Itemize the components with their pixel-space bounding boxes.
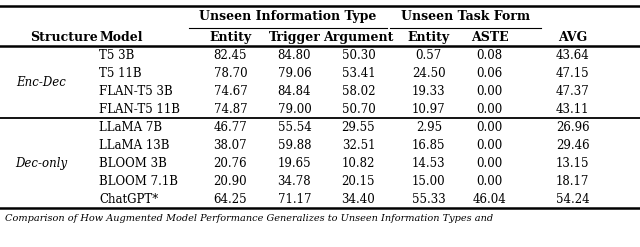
Text: 29.46: 29.46 [556, 139, 589, 152]
Text: T5 3B: T5 3B [99, 49, 134, 62]
Text: 20.15: 20.15 [342, 175, 375, 188]
Text: 54.24: 54.24 [556, 193, 589, 206]
Text: 47.15: 47.15 [556, 67, 589, 80]
Text: FLAN-T5 11B: FLAN-T5 11B [99, 103, 180, 116]
Text: 16.85: 16.85 [412, 139, 445, 152]
Text: AVG: AVG [558, 31, 588, 44]
Text: 29.55: 29.55 [342, 121, 375, 134]
Text: 18.17: 18.17 [556, 175, 589, 188]
Text: 46.77: 46.77 [214, 121, 247, 134]
Text: ChatGPT*: ChatGPT* [99, 193, 159, 206]
Text: 14.53: 14.53 [412, 157, 445, 170]
Text: 13.15: 13.15 [556, 157, 589, 170]
Text: 0.00: 0.00 [476, 139, 503, 152]
Text: 0.00: 0.00 [476, 157, 503, 170]
Text: 0.00: 0.00 [476, 175, 503, 188]
Text: 0.00: 0.00 [476, 121, 503, 134]
Text: 19.33: 19.33 [412, 85, 445, 98]
Text: 0.57: 0.57 [415, 49, 442, 62]
Text: 79.06: 79.06 [278, 67, 311, 80]
Text: 24.50: 24.50 [412, 67, 445, 80]
Text: 43.64: 43.64 [556, 49, 589, 62]
Text: Model: Model [99, 31, 143, 44]
Text: Entity: Entity [408, 31, 450, 44]
Text: Comparison of How Augmented Model Performance Generalizes to Unseen Information : Comparison of How Augmented Model Perfor… [5, 214, 493, 223]
Text: 84.80: 84.80 [278, 49, 311, 62]
Text: T5 11B: T5 11B [99, 67, 142, 80]
Text: 26.96: 26.96 [556, 121, 589, 134]
Text: 15.00: 15.00 [412, 175, 445, 188]
Text: Dec-only: Dec-only [15, 157, 68, 170]
Text: 0.00: 0.00 [476, 85, 503, 98]
Text: 50.70: 50.70 [342, 103, 375, 116]
Text: 0.06: 0.06 [476, 67, 503, 80]
Text: Unseen Information Type: Unseen Information Type [199, 10, 377, 23]
Text: 47.37: 47.37 [556, 85, 589, 98]
Text: 79.00: 79.00 [278, 103, 311, 116]
Text: 10.97: 10.97 [412, 103, 445, 116]
Text: 78.70: 78.70 [214, 67, 247, 80]
Text: 0.08: 0.08 [477, 49, 502, 62]
Text: FLAN-T5 3B: FLAN-T5 3B [99, 85, 173, 98]
Text: Structure: Structure [30, 31, 98, 44]
Text: 38.07: 38.07 [214, 139, 247, 152]
Text: 10.82: 10.82 [342, 157, 375, 170]
Text: 55.33: 55.33 [412, 193, 445, 206]
Text: 59.88: 59.88 [278, 139, 311, 152]
Text: 71.17: 71.17 [278, 193, 311, 206]
Text: 84.84: 84.84 [278, 85, 311, 98]
Text: LLaMA 13B: LLaMA 13B [99, 139, 170, 152]
Text: Unseen Task Form: Unseen Task Form [401, 10, 530, 23]
Text: 58.02: 58.02 [342, 85, 375, 98]
Text: 32.51: 32.51 [342, 139, 375, 152]
Text: Enc-Dec: Enc-Dec [17, 76, 67, 89]
Text: 74.87: 74.87 [214, 103, 247, 116]
Text: 82.45: 82.45 [214, 49, 247, 62]
Text: 34.78: 34.78 [278, 175, 311, 188]
Text: Argument: Argument [323, 31, 394, 44]
Text: 64.25: 64.25 [214, 193, 247, 206]
Text: 55.54: 55.54 [278, 121, 311, 134]
Text: LLaMA 7B: LLaMA 7B [99, 121, 163, 134]
Text: ASTE: ASTE [471, 31, 508, 44]
Text: 50.30: 50.30 [342, 49, 375, 62]
Text: Trigger: Trigger [268, 31, 321, 44]
Text: 53.41: 53.41 [342, 67, 375, 80]
Text: 2.95: 2.95 [416, 121, 442, 134]
Text: BLOOM 3B: BLOOM 3B [99, 157, 167, 170]
Text: 46.04: 46.04 [473, 193, 506, 206]
Text: 19.65: 19.65 [278, 157, 311, 170]
Text: 20.76: 20.76 [214, 157, 247, 170]
Text: BLOOM 7.1B: BLOOM 7.1B [99, 175, 178, 188]
Text: 43.11: 43.11 [556, 103, 589, 116]
Text: 20.90: 20.90 [214, 175, 247, 188]
Text: Entity: Entity [209, 31, 252, 44]
Text: 0.00: 0.00 [476, 103, 503, 116]
Text: 34.40: 34.40 [342, 193, 375, 206]
Text: 74.67: 74.67 [214, 85, 247, 98]
